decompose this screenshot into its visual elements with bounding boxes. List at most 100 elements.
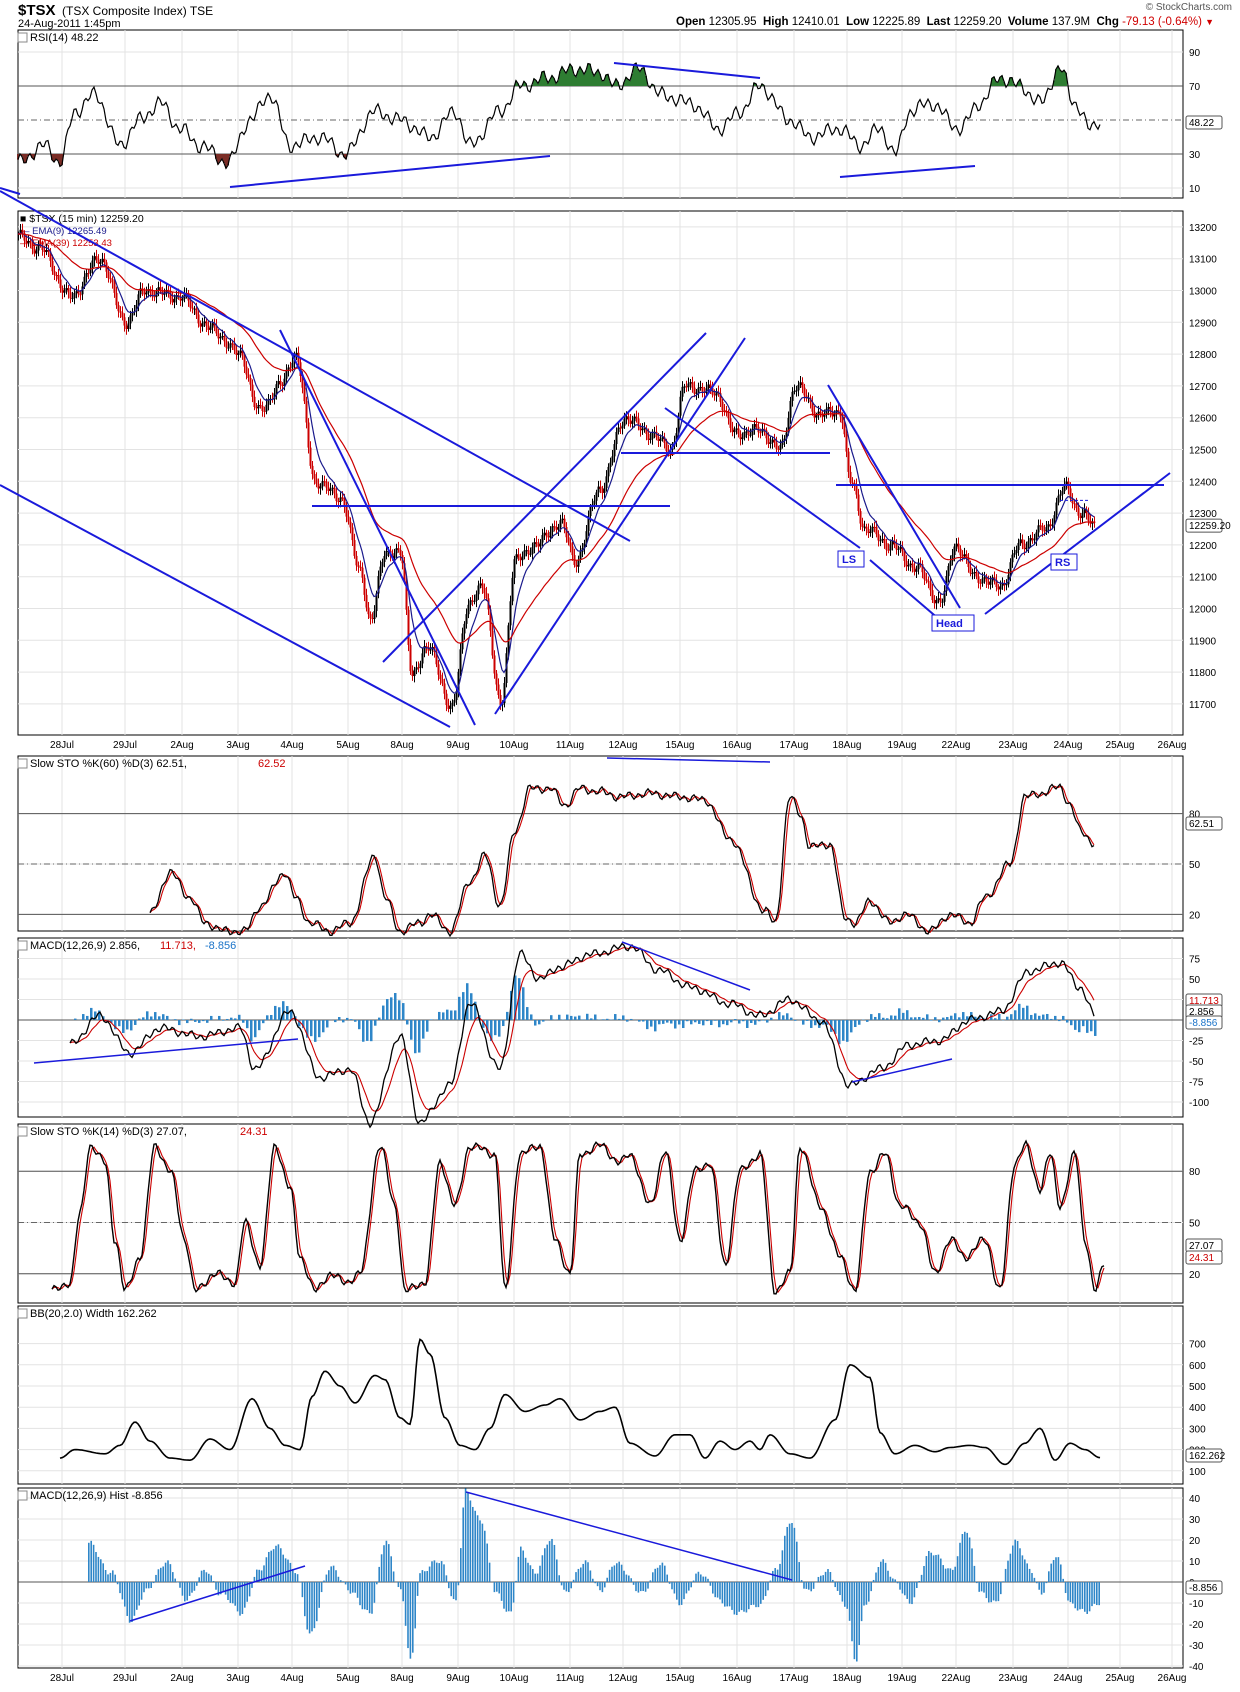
hist-bar [140,1582,143,1600]
hist-bar [556,1559,558,1582]
hist-date-label: 2Aug [170,1673,193,1684]
macd-hist-bar [342,1020,345,1023]
hist-bar [635,1582,637,1592]
hist-bar [659,1565,661,1582]
candle-body [19,229,22,235]
hist-bar [174,1578,176,1582]
candle-body [677,415,680,434]
candle-body [557,527,560,530]
candle-body [961,555,964,557]
macd-hist-bar [150,1016,153,1020]
hist-bar [1050,1563,1052,1582]
trendline [827,384,961,609]
candle-body [437,664,440,675]
macd-hist-bar [310,1020,313,1037]
candle-body [927,580,930,583]
hist-bar [928,1551,930,1582]
hist-bar [553,1544,556,1582]
hist-bar [244,1582,246,1608]
candle-body [541,535,544,543]
hist-bar [565,1582,568,1592]
hist-bar [217,1582,220,1596]
macd-hist-bar [86,1015,89,1020]
candle-body [119,311,122,313]
candle-body [289,367,292,369]
hist-bar [872,1579,875,1582]
candle-body [445,693,448,706]
hist-bar [467,1492,469,1582]
candle-body [731,427,734,433]
hist-bar [455,1582,457,1601]
candle-body [137,294,140,305]
macd-hist-bar [454,1010,457,1020]
hist-bar [896,1582,899,1584]
candle-body [765,430,768,439]
macd-hist-bar [910,1017,913,1020]
candle-body [925,579,928,581]
candle-body [139,288,142,295]
trendline [839,165,976,178]
candle-body [497,684,500,695]
hist-bar [1052,1560,1055,1582]
macd-tick-label: -75 [1189,1078,1204,1089]
hist-bar [1079,1582,1081,1610]
hist-bar [757,1582,760,1608]
macd-tick-label: -25 [1189,1037,1204,1048]
macd-hist-bar [718,1020,721,1028]
candle-body [317,483,320,489]
hist-tick-label: 20 [1189,1536,1201,1547]
hist-bar [949,1568,952,1582]
macd-hist-bar [894,1015,897,1020]
candle-body [427,647,430,651]
hist-bar [584,1560,587,1582]
hist-bar [143,1582,145,1593]
trendline [382,332,707,663]
candle-body [519,557,522,561]
candle-body [955,543,958,547]
candle-body [509,601,512,626]
candle-body [49,251,52,261]
hist-bar [412,1582,414,1653]
candle-body [615,431,618,445]
macd-hist-bar [166,1015,169,1020]
candle-body [559,520,562,528]
macd-hist-bar [118,1020,121,1027]
hist-bar [1064,1582,1067,1594]
candle-body [639,425,642,431]
candle-body [885,543,888,550]
candle-body [915,569,918,572]
macd-hist-bar [318,1020,321,1038]
candle-body [359,566,362,568]
macd-hist-bar [486,1020,489,1034]
price-tick-label: 12500 [1189,446,1217,457]
candle-body [1017,542,1020,551]
candle-body [1039,525,1042,527]
candle-body [163,293,166,295]
macd-hist-bar [906,1010,909,1020]
macd-hist-bar [250,1020,253,1042]
hist-bar [704,1576,707,1582]
candle-body [145,292,148,295]
hist-date-label: 29Jul [113,1673,137,1684]
macd-hist-bar [346,1017,349,1020]
hist-bar [1091,1582,1093,1607]
candle-body [109,278,112,280]
hist-bar [102,1563,104,1582]
macd-hist-bar [870,1014,873,1020]
candle-body [113,282,116,293]
candle-body [923,572,926,580]
hist-bar [748,1582,750,1610]
hist-bar [630,1578,632,1582]
hist-bar [128,1582,131,1623]
hist-date-label: 5Aug [336,1673,359,1684]
candle-body [379,566,382,577]
head-label-box [931,614,975,632]
macd-hist-bar [766,1020,769,1023]
candle-body [1063,484,1066,492]
candle-body [57,275,60,280]
hist-bar [380,1554,383,1582]
hist-bar [875,1572,877,1582]
hist-bar [536,1573,539,1582]
candle-body [69,292,72,299]
hist-date-label: 3Aug [226,1673,249,1684]
